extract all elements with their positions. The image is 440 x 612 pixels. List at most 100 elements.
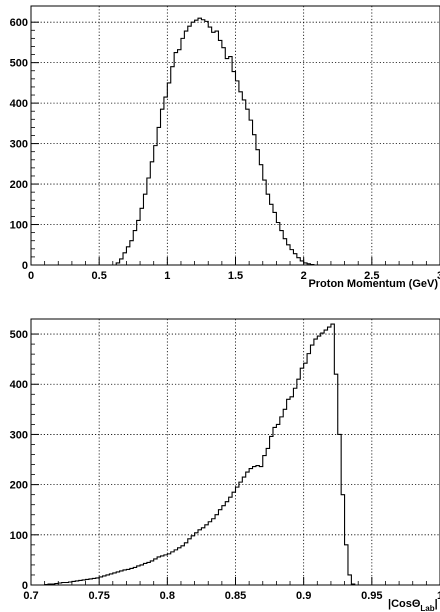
histogram-bin bbox=[198, 18, 201, 265]
histogram-bin bbox=[171, 67, 174, 265]
x-tick-label: 3 bbox=[437, 270, 440, 282]
x-tick-label: 2.5 bbox=[364, 270, 379, 282]
histogram-bin bbox=[218, 510, 221, 585]
y-tick-label: 600 bbox=[10, 17, 28, 29]
histogram-bin bbox=[212, 32, 215, 265]
y-tick-label: 300 bbox=[10, 139, 28, 151]
histogram-bin bbox=[188, 539, 191, 585]
histogram-bin bbox=[161, 556, 164, 585]
histogram-bin bbox=[218, 40, 221, 265]
histogram-bin bbox=[270, 204, 273, 265]
histogram-bin bbox=[222, 506, 225, 585]
histogram-bin bbox=[161, 109, 164, 265]
histogram-bin bbox=[232, 72, 235, 265]
histogram-bin bbox=[249, 120, 252, 265]
y-tick-label: 0 bbox=[22, 580, 28, 592]
histogram-bin bbox=[287, 399, 290, 585]
histogram-bin bbox=[236, 487, 239, 585]
histogram-bin bbox=[266, 448, 269, 585]
x-tick-label: 1.5 bbox=[228, 270, 243, 282]
y-tick-label: 500 bbox=[10, 58, 28, 70]
histogram-bin bbox=[280, 417, 283, 585]
histogram-bins bbox=[45, 324, 355, 585]
x-tick-label: 0.8 bbox=[160, 590, 175, 602]
histogram-bin bbox=[137, 566, 140, 585]
histogram-bin bbox=[310, 345, 313, 585]
histogram-bin bbox=[283, 409, 286, 585]
histogram-bin bbox=[113, 573, 116, 585]
x-axis-title: |CosΘLab| bbox=[388, 598, 438, 612]
histogram-bin bbox=[290, 397, 293, 585]
histogram-bin bbox=[208, 522, 211, 585]
x-tick-label: 0.95 bbox=[361, 590, 382, 602]
histogram-bin bbox=[174, 53, 177, 265]
histogram-bin bbox=[205, 525, 208, 585]
y-tick-label: 0 bbox=[22, 260, 28, 272]
y-tick-label: 200 bbox=[10, 480, 28, 492]
histogram-bin bbox=[178, 548, 181, 585]
histogram-bin bbox=[147, 562, 150, 585]
y-tick-label: 100 bbox=[10, 530, 28, 542]
histogram-bin bbox=[215, 31, 218, 265]
histogram-bin bbox=[184, 543, 187, 585]
histogram-bin bbox=[328, 327, 331, 585]
histogram-bin bbox=[109, 574, 112, 585]
histogram-bin bbox=[232, 492, 235, 585]
histogram-bin bbox=[212, 519, 215, 585]
histogram-bin bbox=[229, 497, 232, 585]
x-axis-title-subscript: Lab bbox=[420, 604, 434, 612]
histogram-bin bbox=[242, 477, 245, 585]
histogram-bin bbox=[181, 38, 184, 265]
histogram-bin bbox=[324, 330, 327, 585]
plot-frame bbox=[30, 318, 440, 586]
x-axis-title-end: | bbox=[435, 598, 438, 610]
histogram-bin bbox=[181, 546, 184, 585]
y-tick-label: 500 bbox=[10, 329, 28, 341]
histogram-bin bbox=[236, 81, 239, 265]
histogram-bin bbox=[178, 50, 181, 265]
histogram-bin bbox=[130, 568, 133, 585]
histogram-bin bbox=[215, 515, 218, 585]
histogram-bin bbox=[300, 368, 303, 585]
histogram-bin bbox=[256, 466, 259, 585]
x-tick-label: 2 bbox=[301, 270, 307, 282]
y-tick-label: 200 bbox=[10, 179, 28, 191]
histogram-bin bbox=[164, 555, 167, 585]
histogram-bin bbox=[263, 456, 266, 585]
x-tick-label: 0 bbox=[28, 270, 34, 282]
histogram-bin bbox=[321, 333, 324, 585]
histogram-bin bbox=[191, 536, 194, 585]
histogram-bin bbox=[205, 21, 208, 265]
x-axis-title-main: |CosΘ bbox=[388, 598, 421, 610]
histogram-bin bbox=[307, 354, 310, 585]
histogram-bin bbox=[140, 565, 143, 585]
histogram-bin bbox=[167, 554, 170, 585]
histogram-outline bbox=[31, 323, 440, 586]
histogram-bin bbox=[154, 559, 157, 585]
histogram-bin bbox=[246, 472, 249, 585]
x-tick-label: 0.85 bbox=[225, 590, 246, 602]
x-tick-label: 0.75 bbox=[88, 590, 109, 602]
histogram-bin bbox=[157, 127, 160, 265]
histogram-bin bbox=[120, 571, 123, 585]
histogram-bin bbox=[270, 436, 273, 585]
histogram-bin bbox=[174, 550, 177, 585]
histogram-bin bbox=[150, 561, 153, 585]
histogram-bin bbox=[242, 100, 245, 265]
histogram-bin bbox=[188, 26, 191, 265]
histogram-bin bbox=[239, 92, 242, 265]
histogram-bin bbox=[201, 528, 204, 585]
histogram-bin bbox=[317, 336, 320, 585]
histogram-bin bbox=[225, 502, 228, 585]
histogram-bin bbox=[304, 363, 307, 585]
histogram-bin bbox=[167, 83, 170, 265]
histogram-bin bbox=[253, 135, 256, 265]
x-tick-label: 0.7 bbox=[23, 590, 38, 602]
histogram-bin bbox=[116, 572, 119, 585]
histogram-bin bbox=[256, 150, 259, 265]
histogram-bin bbox=[293, 388, 296, 585]
histogram-bin bbox=[96, 578, 99, 585]
histogram-bins bbox=[116, 18, 314, 265]
histogram-bin bbox=[154, 146, 157, 265]
